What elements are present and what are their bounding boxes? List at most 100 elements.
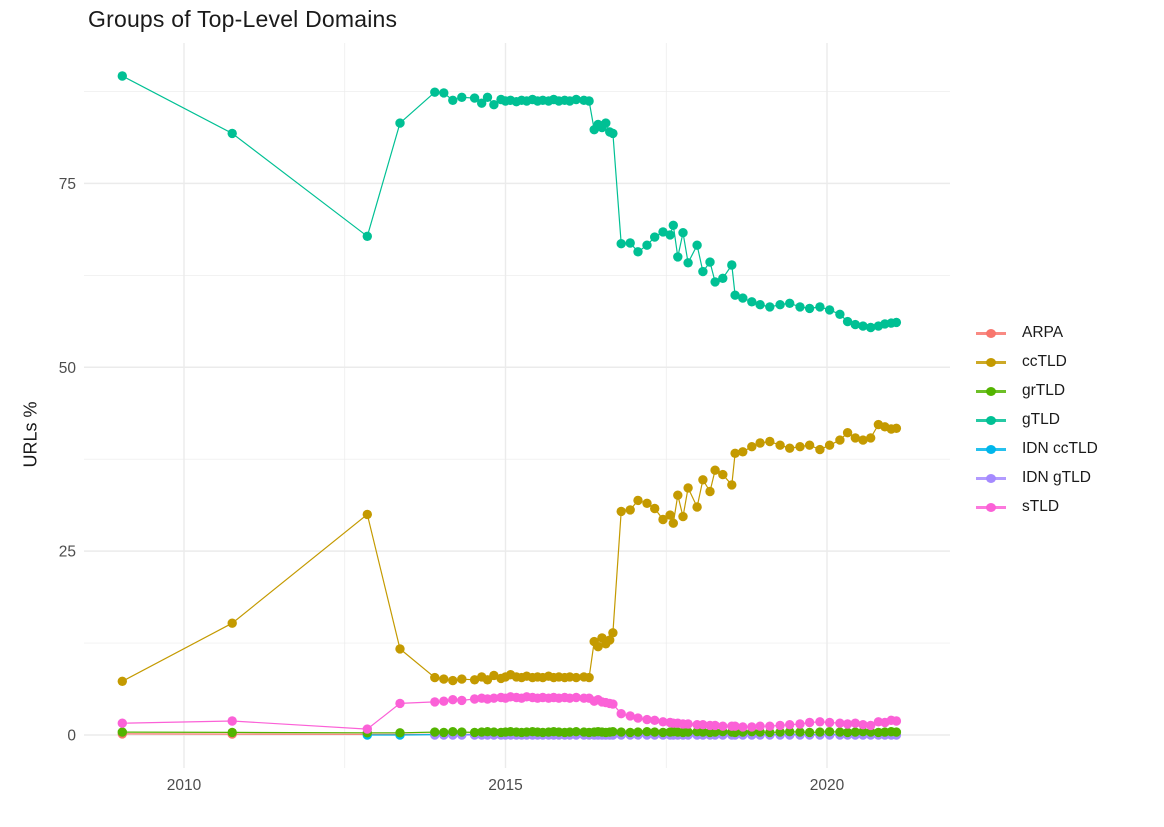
chart-title: Groups of Top-Level Domains — [88, 6, 398, 32]
legend-key-icon-idn-cctld — [976, 442, 1006, 456]
series-gtld — [117, 71, 902, 333]
data-point-grtld — [457, 727, 467, 737]
data-point-gtld — [815, 302, 825, 312]
data-point-stld — [439, 696, 449, 706]
data-point-cctld — [571, 672, 581, 683]
data-point-gtld — [439, 88, 449, 98]
data-point-gtld — [850, 319, 860, 330]
data-point-grtld — [227, 727, 237, 738]
x-axis-tick-labels: 2010 2015 2020 — [167, 777, 845, 794]
data-point-cctld — [718, 469, 728, 480]
data-point-cctld — [705, 486, 715, 497]
data-point-stld — [457, 695, 467, 706]
data-point-cctld — [668, 518, 678, 528]
data-point-stld — [489, 693, 499, 703]
data-point-cctld — [804, 440, 815, 450]
data-point-stld — [804, 717, 815, 728]
data-point-stld — [738, 722, 748, 732]
data-point-gtld — [482, 92, 493, 103]
legend-item-arpa: ARPA — [976, 323, 1098, 343]
data-point-stld — [815, 717, 825, 727]
data-point-cctld — [658, 514, 668, 525]
svg-text:50: 50 — [59, 360, 77, 377]
major-gridlines — [84, 43, 950, 768]
data-point-gtld — [727, 260, 737, 270]
data-point-grtld — [866, 727, 876, 737]
data-point-stld — [775, 720, 785, 731]
data-point-gtld — [755, 300, 765, 310]
data-point-gtld — [658, 227, 668, 237]
data-point-gtld — [692, 240, 702, 250]
data-point-cctld — [633, 495, 643, 506]
svg-text:75: 75 — [59, 176, 76, 193]
data-point-gtld — [571, 94, 581, 105]
data-point-grtld — [633, 727, 643, 737]
svg-text:2010: 2010 — [167, 777, 202, 794]
data-point-stld — [765, 721, 775, 731]
data-point-stld — [835, 718, 845, 728]
data-point-stld — [785, 720, 795, 730]
legend-label-cctld: ccTLD — [1022, 353, 1067, 370]
legend-label-idn-cctld: IDN ccTLD — [1022, 440, 1098, 457]
data-point-stld — [730, 721, 740, 731]
data-point-grtld — [625, 727, 635, 738]
data-point-stld — [824, 717, 835, 728]
data-point-cctld — [395, 644, 405, 654]
data-point-cctld — [362, 509, 372, 520]
data-point-gtld — [395, 118, 405, 128]
data-point-grtld — [775, 727, 785, 737]
data-point-gtld — [738, 293, 748, 303]
legend-key-icon-cctld — [976, 355, 1006, 369]
data-point-gtld — [705, 257, 715, 267]
data-point-cctld — [457, 674, 467, 684]
legend-label-grtld: grTLD — [1022, 382, 1066, 399]
data-point-gtld — [457, 92, 467, 103]
data-point-gtld — [601, 118, 611, 128]
data-point-cctld — [616, 506, 626, 517]
data-point-gtld — [665, 230, 675, 240]
data-point-cctld — [710, 465, 720, 475]
data-point-stld — [642, 714, 652, 725]
data-point-gtld — [673, 252, 683, 262]
data-point-cctld — [858, 435, 868, 445]
legend-item-idn-cctld: IDN ccTLD — [976, 439, 1098, 459]
data-point-grtld — [642, 727, 652, 737]
svg-text:0: 0 — [67, 728, 76, 745]
legend-key-icon-grtld — [976, 384, 1006, 398]
legend-item-idn-gtld: IDN gTLD — [976, 468, 1098, 488]
data-point-cctld — [642, 498, 652, 508]
legend-key-icon-stld — [976, 500, 1006, 514]
data-point-grtld — [683, 727, 693, 737]
data-point-gtld — [866, 322, 876, 333]
data-point-stld — [866, 720, 876, 731]
data-point-gtld — [718, 273, 728, 283]
legend-label-stld: sTLD — [1022, 498, 1060, 515]
data-point-grtld — [117, 727, 128, 737]
data-point-stld — [710, 720, 720, 731]
data-point-cctld — [698, 475, 708, 485]
data-point-stld — [117, 718, 128, 728]
data-point-cctld — [866, 433, 876, 443]
data-point-stld — [633, 713, 643, 723]
svg-text:2015: 2015 — [488, 777, 522, 794]
data-point-cctld — [747, 442, 757, 452]
data-point-cctld — [755, 438, 765, 448]
data-point-grtld — [850, 727, 860, 737]
data-point-grtld — [785, 727, 795, 737]
legend: ARPA ccTLD grTLD gTLD IDN ccTLD IDN gTLD sTLD — [976, 323, 1098, 517]
data-point-cctld — [117, 676, 128, 686]
data-point-cctld — [815, 444, 825, 455]
legend-label-gtld: gTLD — [1022, 411, 1060, 428]
legend-key-icon-arpa — [976, 326, 1006, 340]
data-point-gtld — [477, 98, 487, 108]
data-point-cctld — [824, 440, 835, 450]
minor-gridlines — [84, 43, 950, 768]
legend-item-grtld: grTLD — [976, 381, 1098, 401]
legend-label-arpa: ARPA — [1022, 324, 1064, 341]
data-point-stld — [362, 724, 372, 734]
data-point-gtld — [765, 302, 775, 312]
data-point-cctld — [608, 628, 618, 638]
data-point-gtld — [625, 238, 635, 248]
data-point-gtld — [489, 100, 499, 110]
